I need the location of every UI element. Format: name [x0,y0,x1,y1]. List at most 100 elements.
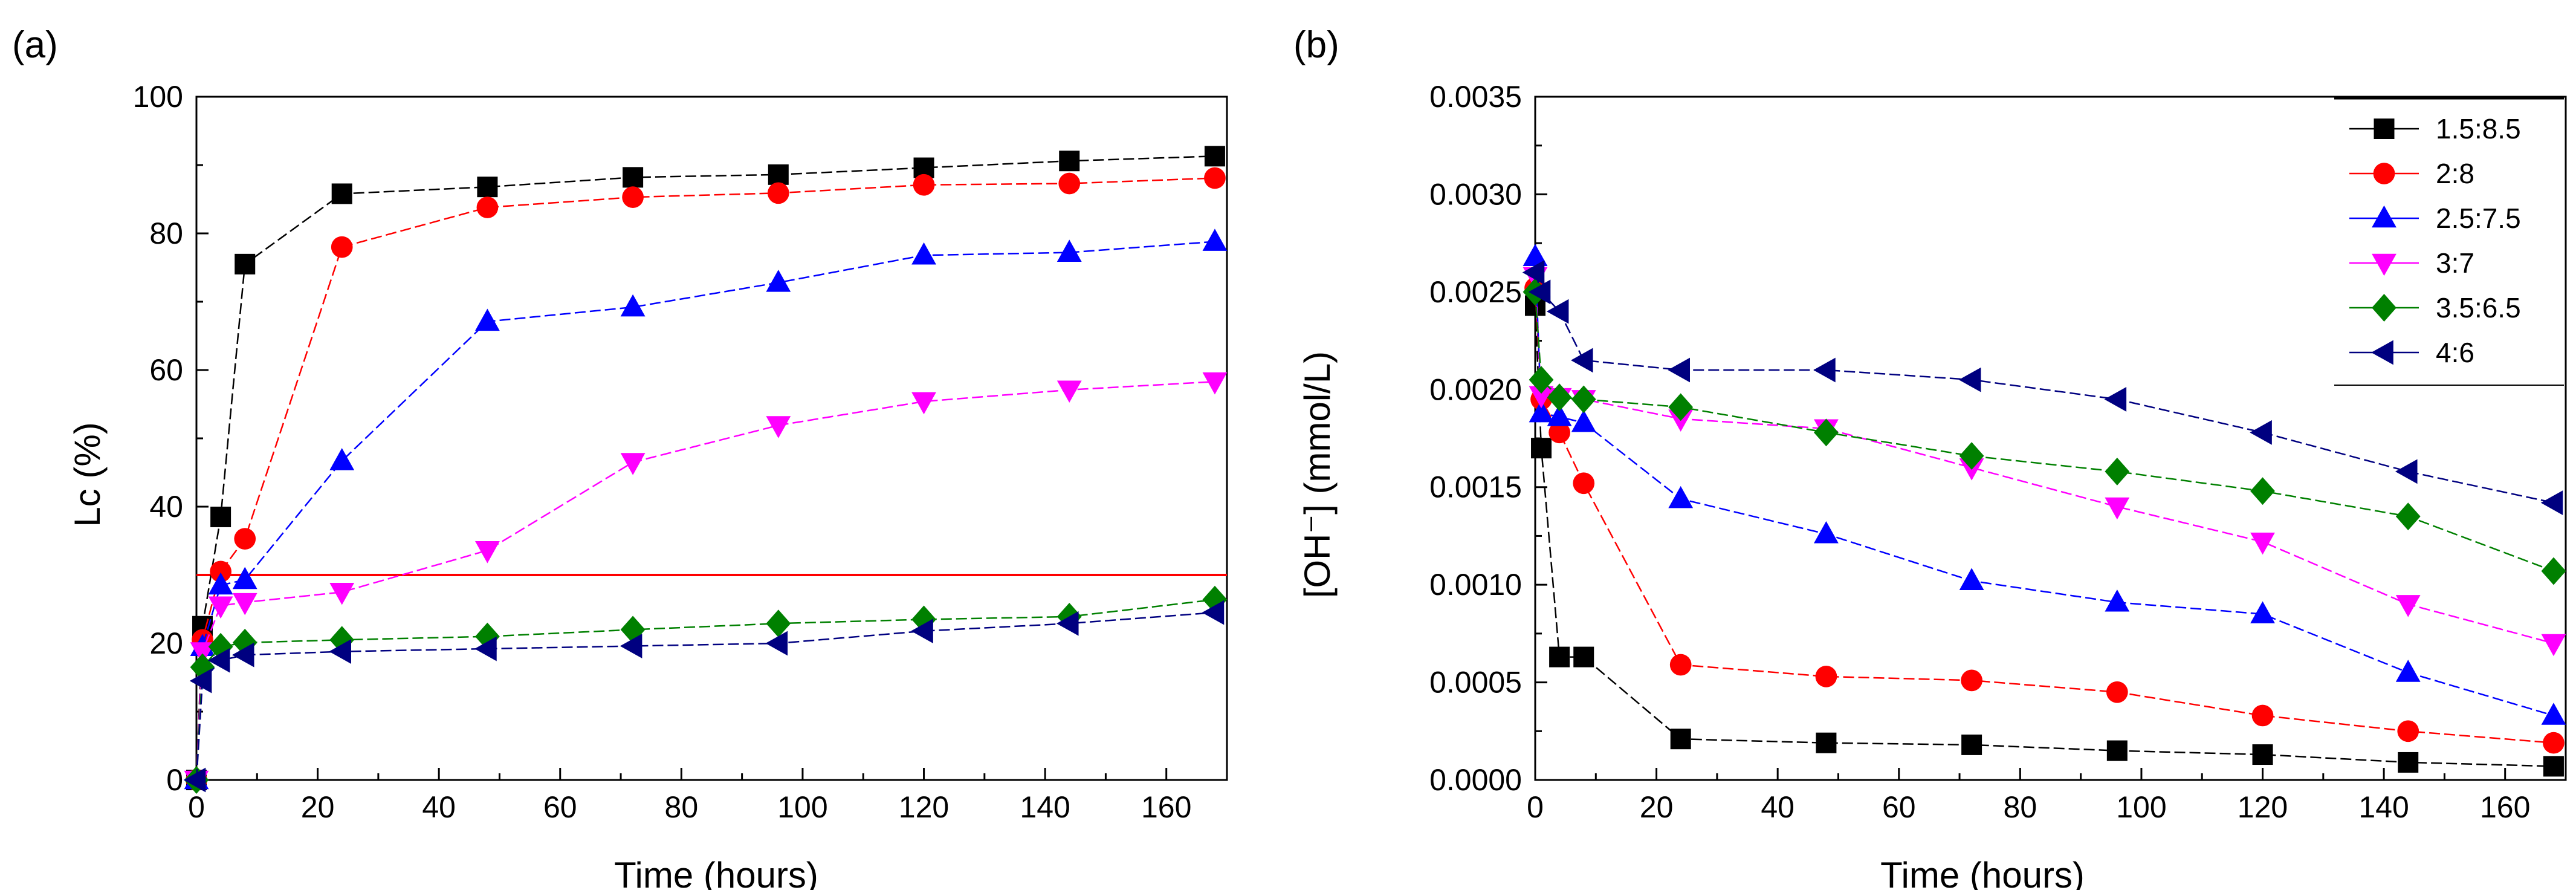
panel-b-x-tick-label: 100 [2116,790,2166,824]
panel-b-data-point [1668,486,1694,508]
panel-b-data-point [1571,385,1596,414]
panel-a-series-line [195,599,1215,781]
panel-b-data-point [2105,589,2130,612]
panel-a-data-point [234,528,256,550]
panel-a-data-point [620,634,642,658]
panel-a-series-4-6 [183,600,1225,793]
panel-a-series-line [195,177,1215,781]
panel-a-y-tick-label: 60 [149,353,183,387]
panel-b-series-line [1534,256,2554,716]
panel-b-x-tick-label: 0 [1527,790,1544,824]
panel-a-data-point [768,164,789,185]
panel-a-data-point [1059,151,1080,172]
panel-b-data-point [2106,740,2128,761]
panel-a-data-point [207,648,230,673]
panel-a-data-point [477,177,498,198]
panel-a-data-point [475,541,500,564]
panel-a-data-point [232,593,257,616]
panel-a-label: (a) [12,24,58,66]
panel-a-data-point [329,639,352,664]
panel-a-series-1-5-8-5 [186,146,1225,790]
panel-b-x-axis-title: Time (hours) [1880,855,2085,890]
panel-b-data-point [1958,367,1981,392]
panel-b-data-point [1547,404,1572,426]
panel-b-data-point [1669,654,1692,676]
panel-b-series-1-5-8-5 [1525,295,2564,777]
panel-b-data-point [2395,660,2421,682]
panel-b-label: (b) [1293,24,1339,66]
panel-a-series-line [195,155,1215,781]
panel-a-data-point [913,174,935,196]
panel-b-legend-entry: 2.5:7.5 [2349,203,2521,234]
panel-a-y-tick-label: 20 [149,626,183,660]
panel-a-data-point [475,622,500,651]
panel-a-data-point [767,182,789,204]
panel-a-x-axis-title: Time (hours) [614,855,818,890]
panel-b-data-point [1547,383,1572,412]
panel-b-data-point [2106,681,2128,703]
panel-b-data-point [2398,752,2419,773]
panel-a-x-tick-label: 100 [777,790,827,824]
panel-b-series-2-5-7-5 [1523,244,2566,725]
panel-b-data-point [1528,279,1551,305]
panel-a-y-tick-label: 40 [149,490,183,524]
panel-a-data-point [232,628,257,657]
panel-a-x-tick-label: 20 [301,790,335,824]
panel-a-x-tick-label: 40 [422,790,456,824]
panel-b-data-point [2104,387,2127,412]
panel-a-y-tick-label: 100 [133,80,183,114]
panel-a-data-point [1202,600,1225,625]
panel-b-y-tick-label: 0.0010 [1429,568,1522,602]
panel-a-data-point [765,631,788,656]
panel-b-series-3-5-6-5 [1523,278,2566,585]
panel-b-data-point [2541,703,2566,725]
panel-b-data-point [2543,756,2564,777]
panel-b-y-tick-label: 0.0035 [1429,80,1522,114]
panel-a-data-point [1056,611,1079,636]
panel-b-data-point [2105,457,2130,486]
panel-b-data-point [1571,409,1596,432]
panel-b-data-point [2250,477,2275,505]
panel-b-data-point [1961,669,1982,692]
panel-b-legend-marker [2374,119,2395,139]
panel-a-data-point [1202,229,1228,251]
panel-a-data-point [1204,146,1225,167]
panel-a-series-line [195,241,1215,781]
panel-a-data-point [911,605,936,634]
panel-a-data-point [232,567,257,590]
panel-a-series-3-7 [184,372,1228,793]
panel-b-data-point [2395,459,2418,484]
panel-b-data-point [2250,420,2272,445]
panel-a-data-point [190,653,215,681]
panel-b-legend-entry: 4:6 [2349,337,2474,368]
panel-a-data-point [622,186,644,208]
panel-a-data-point [620,294,646,317]
panel-b-x-tick-label: 60 [1882,790,1916,824]
panel-a-series-line [195,380,1215,781]
panel-a-data-point [766,609,791,638]
panel-b-data-point [2541,557,2566,585]
panel-a-data-point [476,197,499,218]
panel-b-data-point [1546,299,1569,324]
panel-b-y-axis-title: [OH⁻] (mmol/L) [1297,351,1338,598]
panel-b-data-point [1813,357,1836,383]
panel-b-x-tick-label: 160 [2480,790,2530,824]
panel-b-series-line [1534,272,2554,504]
panel-b-legend-label: 3.5:6.5 [2436,292,2521,323]
panel-a-data-point [190,642,215,664]
panel-a-data-point [329,448,355,470]
panel-b-data-point [2397,720,2419,742]
panel-a-data-point [189,668,212,693]
panel-b-x-tick-label: 120 [2238,790,2288,824]
panel-a-data-point [1057,239,1082,262]
panel-b-y-tick-label: 0.0020 [1429,372,1522,406]
panel-b-legend-label: 2.5:7.5 [2436,203,2521,234]
panel-b-data-point [1529,386,1554,409]
panel-a-data-point [911,619,933,644]
panel-b-x-tick-label: 40 [1761,790,1794,824]
panel-a-x-tick-label: 80 [665,790,699,824]
panel-b-data-point [1570,348,1593,373]
panel-a-y-axis-title: Lc (%) [67,422,108,527]
panel-a-x-tick-label: 140 [1020,790,1070,824]
panel-b-data-point [2543,732,2565,754]
